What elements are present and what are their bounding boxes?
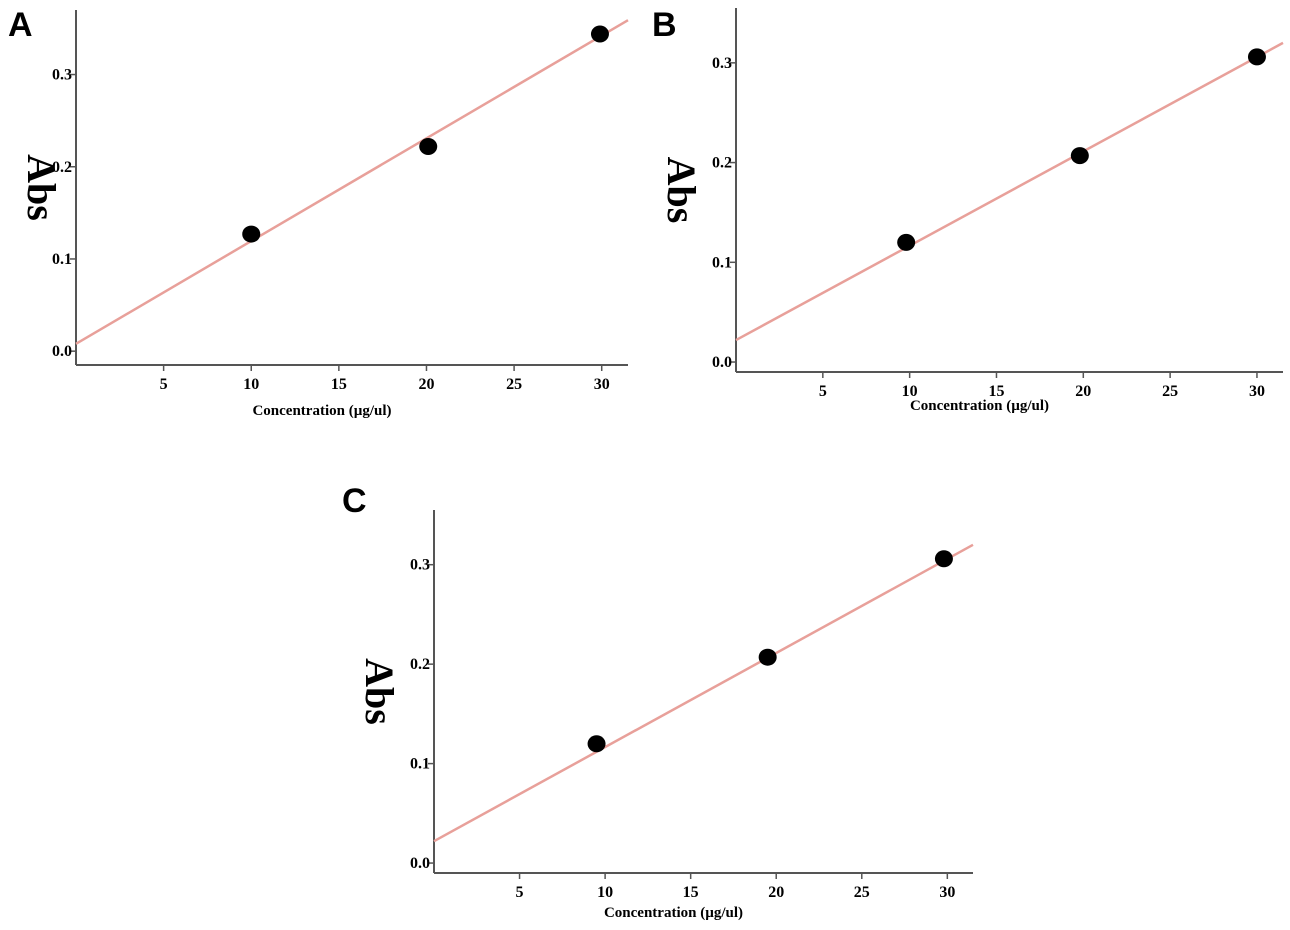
x-tick-label: 5 [160,376,168,393]
chart-panel-b: B 5 10 15 20 25 30 0.0 0.1 0.2 0.3 Abs Concentration… [652,6,1284,414]
x-tick-label: 15 [988,383,1004,400]
y-axis-label: Abs [659,157,704,224]
x-tick-label: 30 [939,884,955,901]
x-tick-label: 30 [594,376,610,393]
y-tick-label: 0.1 [410,756,430,773]
y-tick-label: 0.3 [52,67,72,84]
chart-panel-c: C 5 10 15 20 25 30 0.0 0.1 0.2 0.3 Abs Concentration… [342,482,974,921]
panel-letter: A [8,6,33,44]
data-point [934,550,953,568]
y-tick-label: 0.3 [410,557,430,574]
y-tick-label: 0.2 [52,159,72,176]
x-tick-label: 15 [683,884,699,901]
x-tick-label: 20 [418,376,434,393]
y-tick-label: 0.1 [712,254,732,271]
y-axis-label: Abs [357,658,402,725]
x-axis-label: Concentration (µg/ul) [252,403,391,419]
x-tick-label: 10 [597,884,613,901]
y-tick-label: 0.0 [52,343,72,360]
y-tick-label: 0.0 [410,855,430,872]
x-tick-label: 25 [854,884,870,901]
y-axis-label: Abs [19,154,64,221]
data-point [590,25,609,43]
x-axis-label: Concentration (µg/ul) [604,905,743,921]
regression-line [75,19,629,345]
data-point [587,735,606,753]
x-tick-label: 5 [819,383,827,400]
panel-letter: B [652,6,677,44]
x-tick-label: 5 [516,884,524,901]
x-tick-label: 10 [902,383,918,400]
x-tick-label: 10 [243,376,259,393]
data-point [242,225,261,243]
data-point [419,137,438,155]
y-tick-label: 0.2 [410,656,430,673]
x-tick-label: 20 [1075,383,1091,400]
x-axis-label: Concentration (µg/ul) [910,398,1049,414]
x-tick-label: 30 [1249,383,1265,400]
x-tick-label: 25 [1162,383,1178,400]
panel-letter: C [342,482,367,520]
data-point [1070,147,1089,165]
x-tick-label: 25 [506,376,522,393]
y-tick-label: 0.2 [712,155,732,172]
x-tick-label: 20 [768,884,784,901]
data-point [897,233,916,251]
y-tick-label: 0.1 [52,251,72,268]
x-tick-label: 15 [331,376,347,393]
regression-line [735,41,1284,342]
y-tick-label: 0.3 [712,55,732,72]
chart-panel-a: A 5 10 15 20 25 30 0.0 0.1 0.2 0.3 Abs Concentration… [8,6,629,419]
y-tick-label: 0.0 [712,354,732,371]
regression-line [433,543,974,843]
data-point [758,648,777,666]
data-point [1247,48,1266,66]
